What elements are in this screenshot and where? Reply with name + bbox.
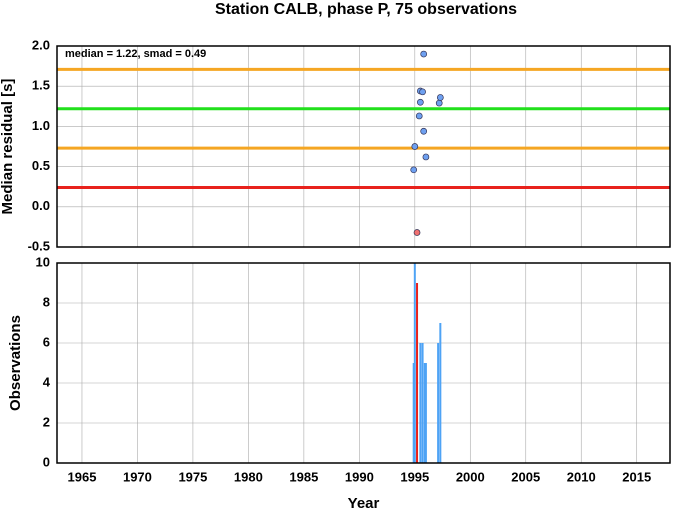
point: [413, 229, 421, 236]
bar: [437, 343, 440, 463]
y-axis-label: Median residual [s]: [0, 79, 16, 215]
point: [420, 127, 428, 135]
x-tick-label: 1985: [289, 469, 318, 484]
x-tick-label: 1975: [178, 469, 207, 484]
x-tick-label: 1970: [123, 469, 152, 484]
point: [435, 99, 443, 107]
point: [436, 94, 444, 101]
x-tick-label: 1965: [68, 469, 97, 484]
point: [422, 153, 430, 161]
x-tick-label: 1990: [345, 469, 374, 484]
bar: [416, 283, 419, 463]
point: [419, 88, 426, 96]
point: [415, 112, 423, 120]
annotation: median = 1.22, smad = 0.49: [65, 48, 206, 60]
bar: [419, 343, 422, 463]
y-tick-label: 2.0: [32, 37, 50, 52]
y-tick-label: 1.5: [32, 78, 50, 93]
x-tick-label: 2005: [511, 469, 540, 484]
bar: [421, 343, 424, 463]
x-tick-label: 1980: [234, 469, 263, 484]
bar: [413, 263, 416, 463]
y-tick-label: 6: [43, 334, 50, 349]
plot-frame: [56, 262, 671, 464]
x-tick-label: 2015: [622, 469, 651, 484]
y-tick-label: 0: [43, 454, 50, 469]
y-tick-label: 10: [36, 254, 50, 269]
x-tick-label: 2000: [456, 469, 485, 484]
y-tick-label: 1.0: [32, 118, 50, 133]
chart-title: Station CALB, phase P, 75 observations: [215, 1, 517, 18]
y-tick-label: 0.0: [32, 198, 50, 213]
x-tick-label: 2010: [567, 469, 596, 484]
bar: [424, 363, 427, 463]
x-axis-label: Year: [348, 495, 380, 511]
plot-frame: [56, 45, 671, 248]
bar: [423, 363, 426, 463]
y-tick-label: 2: [43, 414, 50, 429]
y-tick-label: 4: [43, 374, 51, 389]
point: [410, 166, 418, 174]
point: [411, 143, 419, 150]
y-tick-label: -0.5: [28, 238, 50, 253]
bar: [439, 323, 442, 463]
x-tick-label: 1995: [400, 469, 429, 484]
bar: [412, 363, 415, 463]
y-axis-label: Observations: [7, 315, 24, 411]
y-tick-label: 0.5: [32, 158, 50, 173]
point: [420, 50, 428, 58]
y-tick-label: 8: [43, 294, 50, 309]
point: [417, 98, 424, 106]
